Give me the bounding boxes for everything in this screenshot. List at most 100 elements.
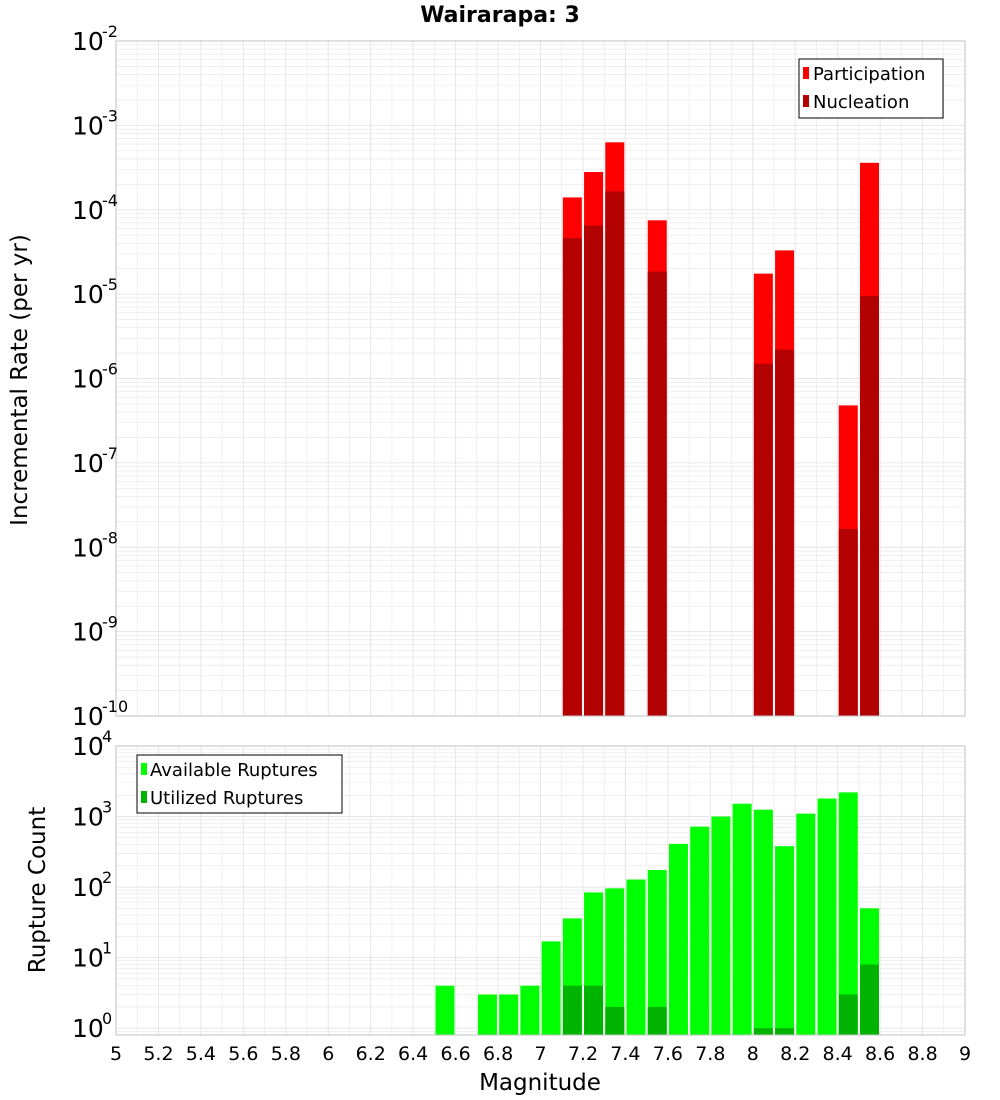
available-bar bbox=[626, 879, 646, 1035]
utilized-bar bbox=[838, 994, 858, 1035]
bottom-y-tick-exponent: 4 bbox=[102, 727, 112, 746]
x-tick-label: 8.2 bbox=[780, 1043, 810, 1065]
available-legend-label: Available Ruptures bbox=[150, 760, 318, 781]
top-y-tick-exponent: -4 bbox=[102, 191, 118, 210]
available-bar bbox=[796, 813, 816, 1035]
available-bar bbox=[711, 816, 731, 1035]
chart-title: Wairarapa: 3 bbox=[420, 3, 580, 28]
nucleation-bar bbox=[584, 225, 604, 716]
bottom-y-tick-label: 10 bbox=[72, 1014, 104, 1043]
available-bar bbox=[775, 846, 795, 1035]
top-y-tick-label: 10 bbox=[72, 449, 104, 478]
nucleation-legend-label: Nucleation bbox=[813, 92, 909, 113]
x-tick-label: 6 bbox=[322, 1043, 334, 1065]
x-tick-labels: 5 5.2 5.4 5.6 5.8 6 6.2 6.4 6.6 6.8 7 7.2 7.4 7.6 7.8 8… bbox=[110, 1043, 971, 1065]
top-y-tick-exponent: -8 bbox=[102, 528, 118, 547]
x-tick-label: 6.4 bbox=[398, 1043, 428, 1065]
top-y-tick-exponent: -9 bbox=[102, 613, 118, 632]
x-tick-label: 8.8 bbox=[907, 1043, 937, 1065]
utilized-bar bbox=[647, 1006, 667, 1035]
top-y-tick-exponent: -6 bbox=[102, 360, 118, 379]
bottom-y-tick-exponent: 1 bbox=[102, 939, 112, 958]
x-tick-label: 5.2 bbox=[143, 1043, 173, 1065]
nucleation-bar bbox=[838, 528, 858, 716]
top-y-tick-exponent: -3 bbox=[102, 106, 118, 125]
x-tick-label: 6.6 bbox=[440, 1043, 470, 1065]
utilized-bar bbox=[753, 1028, 773, 1035]
available-bar bbox=[605, 888, 625, 1035]
top-y-tick-label: 10 bbox=[72, 533, 104, 562]
available-bar bbox=[732, 803, 752, 1035]
top-y-tick-label: 10 bbox=[72, 111, 104, 140]
top-y-tick-label: 10 bbox=[72, 196, 104, 225]
x-tick-label: 6.8 bbox=[483, 1043, 513, 1065]
top-legend: Participation Nucleation bbox=[798, 58, 944, 119]
nucleation-bar bbox=[647, 271, 667, 716]
x-tick-label: 5 bbox=[110, 1043, 122, 1065]
available-bar bbox=[477, 994, 497, 1035]
x-tick-label: 7.4 bbox=[610, 1043, 640, 1065]
nucleation-bar bbox=[562, 238, 582, 716]
x-tick-label: 9 bbox=[959, 1043, 971, 1065]
bottom-y-tick-label: 10 bbox=[72, 873, 104, 902]
x-tick-label: 8.4 bbox=[823, 1043, 853, 1065]
utilized-bar bbox=[605, 1006, 625, 1035]
x-tick-label: 6.2 bbox=[356, 1043, 386, 1065]
available-legend-swatch bbox=[141, 763, 147, 775]
top-y-tick-label: 10 bbox=[72, 365, 104, 394]
bottom-y-tick-label: 10 bbox=[72, 803, 104, 832]
top-y-tick-label: 10 bbox=[72, 618, 104, 647]
x-tick-label: 8.6 bbox=[865, 1043, 895, 1065]
x-tick-label: 8 bbox=[747, 1043, 759, 1065]
utilized-bar bbox=[562, 985, 582, 1035]
top-y-tick-exponent: -10 bbox=[102, 697, 128, 716]
bottom-legend-box bbox=[136, 754, 343, 814]
utilized-legend-label: Utilized Ruptures bbox=[150, 788, 303, 809]
top-plot-frame bbox=[115, 40, 966, 717]
participation-legend-label: Participation bbox=[813, 64, 925, 85]
top-y-axis-label: Incremental Rate (per yr) bbox=[7, 234, 33, 526]
top-grid bbox=[115, 40, 966, 717]
x-tick-label: 7.8 bbox=[695, 1043, 725, 1065]
x-tick-label: 7 bbox=[534, 1043, 546, 1065]
bottom-y-tick-exponent: 0 bbox=[102, 1009, 112, 1028]
top-y-tick-exponent: -2 bbox=[102, 22, 118, 41]
x-axis-label: Magnitude bbox=[479, 1070, 601, 1096]
bottom-bars bbox=[435, 792, 879, 1035]
bottom-plot-frame bbox=[115, 745, 966, 1036]
x-tick-label: 5.8 bbox=[271, 1043, 301, 1065]
participation-legend-swatch bbox=[803, 67, 809, 79]
available-bar bbox=[690, 826, 710, 1035]
bottom-y-tick-exponent: 2 bbox=[102, 868, 112, 887]
utilized-bar bbox=[584, 985, 604, 1035]
top-y-tick-exponent: -5 bbox=[102, 275, 118, 294]
available-bar bbox=[668, 843, 688, 1035]
top-bars bbox=[562, 142, 879, 717]
top-y-tick-label: 10 bbox=[72, 27, 104, 56]
utilized-bar bbox=[859, 964, 879, 1035]
nucleation-bar bbox=[753, 363, 773, 716]
nucleation-bar bbox=[859, 296, 879, 716]
top-y-tick-exponent: -7 bbox=[102, 444, 118, 463]
bottom-y-tick-label: 10 bbox=[72, 944, 104, 973]
available-bar bbox=[838, 792, 858, 1035]
top-y-tick-label: 10 bbox=[72, 702, 104, 731]
x-tick-label: 7.2 bbox=[568, 1043, 598, 1065]
x-tick-label: 7.6 bbox=[653, 1043, 683, 1065]
nucleation-bar bbox=[605, 191, 625, 717]
bottom-y-tick-label: 10 bbox=[72, 732, 104, 761]
available-bar bbox=[817, 798, 837, 1035]
top-y-tick-label: 10 bbox=[72, 280, 104, 309]
bottom-legend: Available Ruptures Utilized Ruptures bbox=[136, 754, 343, 814]
available-bar bbox=[647, 869, 667, 1035]
nucleation-legend-swatch bbox=[803, 95, 809, 107]
nucleation-bar bbox=[775, 349, 795, 716]
top-legend-box bbox=[798, 58, 944, 119]
bottom-y-tick-exponent: 3 bbox=[102, 798, 112, 817]
available-bar bbox=[541, 941, 561, 1035]
